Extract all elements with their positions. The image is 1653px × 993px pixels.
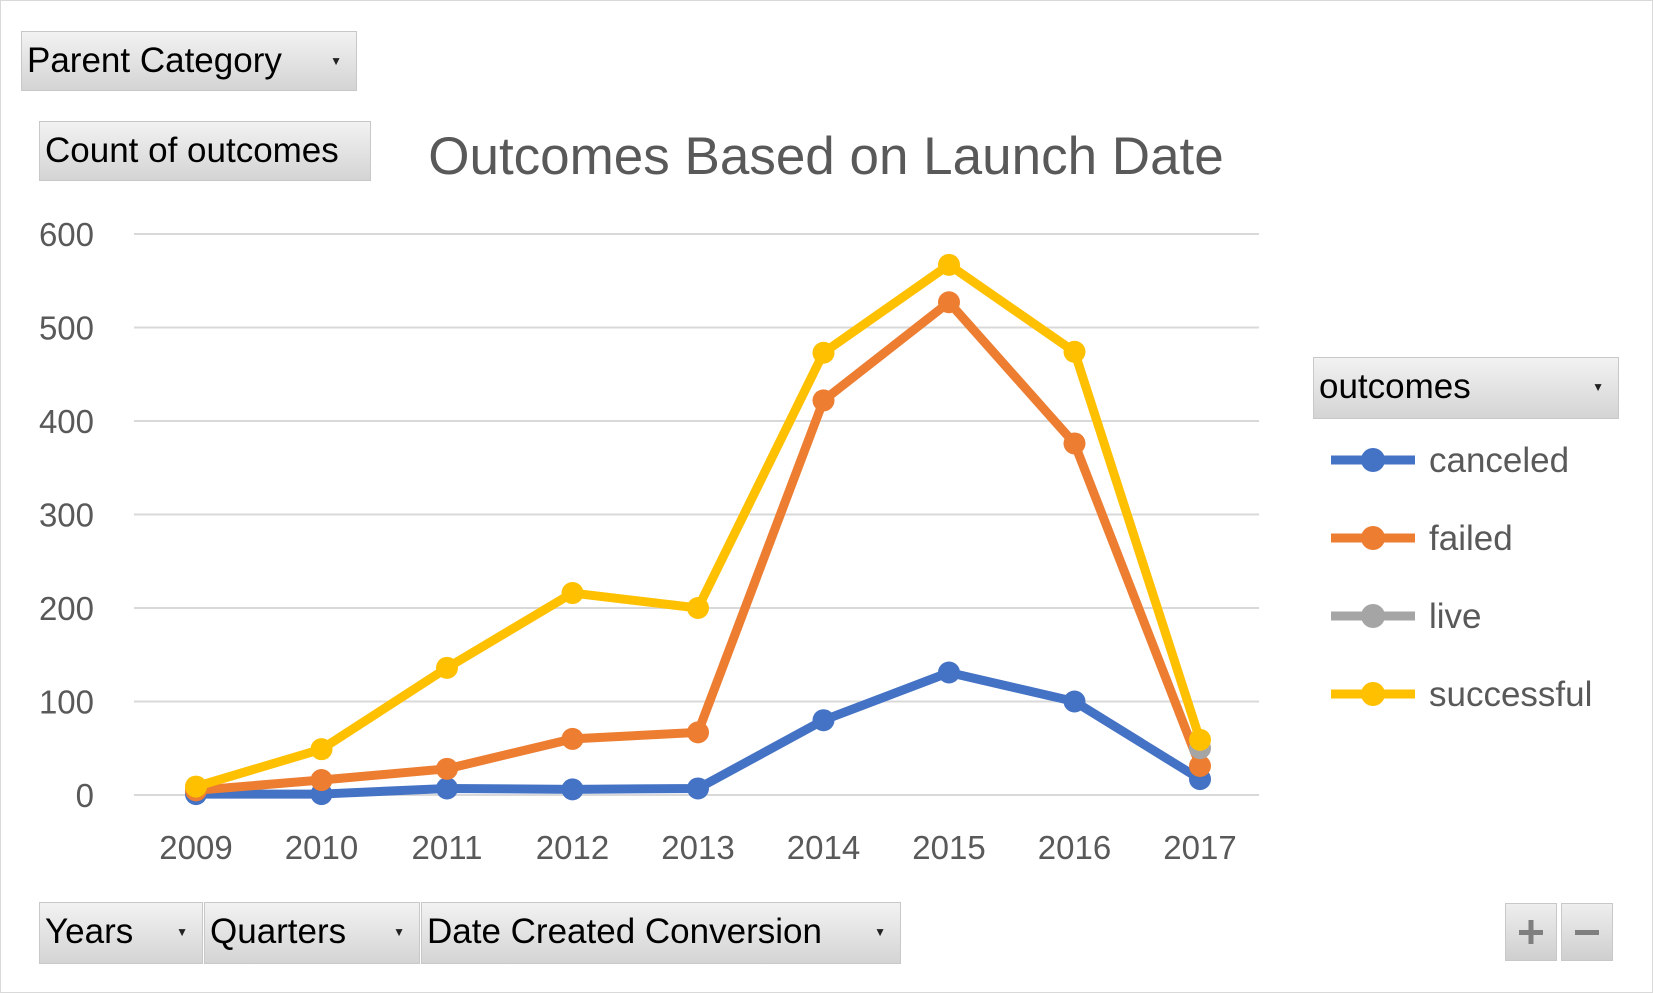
data-point-successful xyxy=(812,341,835,364)
axis-field-years-label: Years xyxy=(45,912,134,951)
legend-label-live: live xyxy=(1429,597,1482,636)
data-point-successful xyxy=(687,597,709,619)
axis-field-quarters-button[interactable]: Quarters ▼ xyxy=(204,902,420,964)
legend-label-successful: successful xyxy=(1429,675,1592,714)
legend-item-successful[interactable]: successful xyxy=(1331,675,1592,714)
plus-icon xyxy=(1519,920,1543,944)
legend-marker-successful xyxy=(1361,682,1385,706)
axis-field-date-created-label: Date Created Conversion xyxy=(427,912,822,951)
legend-label-failed: failed xyxy=(1429,519,1513,558)
data-point-failed xyxy=(436,757,458,780)
series-line-failed xyxy=(191,297,1205,795)
x-tick-label: 2016 xyxy=(1038,829,1111,866)
data-point-canceled xyxy=(436,777,458,800)
y-tick-label: 600 xyxy=(39,216,94,253)
x-tick-label: 2009 xyxy=(159,829,232,866)
data-point-successful xyxy=(310,738,333,761)
y-tick-label: 200 xyxy=(39,590,94,627)
parent-category-label: Parent Category xyxy=(27,41,282,80)
data-point-failed xyxy=(1063,432,1086,455)
y-tick-label: 100 xyxy=(39,684,94,721)
data-point-successful xyxy=(185,775,207,798)
x-tick-label: 2017 xyxy=(1163,829,1236,866)
axis-field-quarters-label: Quarters xyxy=(210,912,347,951)
series-line-successful xyxy=(191,260,1205,792)
x-tick-label: 2013 xyxy=(661,829,734,866)
data-point-successful xyxy=(1063,340,1086,363)
legend-item-failed[interactable]: failed xyxy=(1331,519,1513,558)
axis-field-date-created-button[interactable]: Date Created Conversion ▼ xyxy=(421,902,901,964)
data-point-canceled xyxy=(938,661,960,684)
chevron-down-icon: ▼ xyxy=(176,925,188,939)
data-point-failed xyxy=(1189,755,1211,778)
x-tick-label: 2011 xyxy=(412,829,483,866)
data-point-failed xyxy=(687,721,709,744)
chevron-down-icon: ▼ xyxy=(874,925,886,939)
data-point-failed xyxy=(938,291,960,314)
data-point-failed xyxy=(310,769,333,792)
legend-marker-canceled xyxy=(1361,448,1385,472)
chevron-down-icon: ▼ xyxy=(330,54,342,68)
legend-marker-live xyxy=(1361,604,1385,628)
legend-item-live[interactable]: live xyxy=(1331,597,1482,636)
data-point-successful xyxy=(436,656,458,679)
data-point-failed xyxy=(812,389,835,412)
legend-field-label: outcomes xyxy=(1319,367,1471,406)
legend-item-canceled[interactable]: canceled xyxy=(1331,441,1569,480)
x-tick-label: 2015 xyxy=(912,829,985,866)
expand-field-button[interactable] xyxy=(1505,903,1557,961)
data-point-canceled xyxy=(561,778,584,801)
y-tick-label: 0 xyxy=(76,777,94,814)
parent-category-filter-button[interactable]: Parent Category ▼ xyxy=(21,31,357,91)
axis-field-years-button[interactable]: Years ▼ xyxy=(39,902,203,964)
x-tick-label: 2012 xyxy=(536,829,609,866)
data-point-successful xyxy=(561,582,584,605)
legend-marker-failed xyxy=(1361,526,1385,550)
legend-label-canceled: canceled xyxy=(1429,441,1569,480)
values-field-label: Count of outcomes xyxy=(45,131,339,170)
chart-title: Outcomes Based on Launch Date xyxy=(428,127,1224,186)
data-point-failed xyxy=(561,727,584,750)
minus-icon xyxy=(1575,930,1599,935)
x-tick-label: 2010 xyxy=(285,829,358,866)
y-tick-label: 400 xyxy=(39,403,94,440)
chevron-down-icon: ▼ xyxy=(393,925,405,939)
legend-field-button[interactable]: outcomes ▼ xyxy=(1313,357,1619,419)
data-point-canceled xyxy=(812,709,835,732)
data-point-successful xyxy=(1189,728,1211,751)
collapse-field-button[interactable] xyxy=(1561,903,1613,961)
data-point-canceled xyxy=(687,777,709,800)
data-point-canceled xyxy=(1063,690,1086,713)
y-tick-label: 500 xyxy=(39,310,94,347)
y-tick-label: 300 xyxy=(39,497,94,534)
x-tick-label: 2014 xyxy=(787,829,860,866)
data-point-successful xyxy=(938,253,960,276)
values-field-button[interactable]: Count of outcomes xyxy=(39,121,371,181)
chevron-down-icon: ▼ xyxy=(1592,380,1604,394)
